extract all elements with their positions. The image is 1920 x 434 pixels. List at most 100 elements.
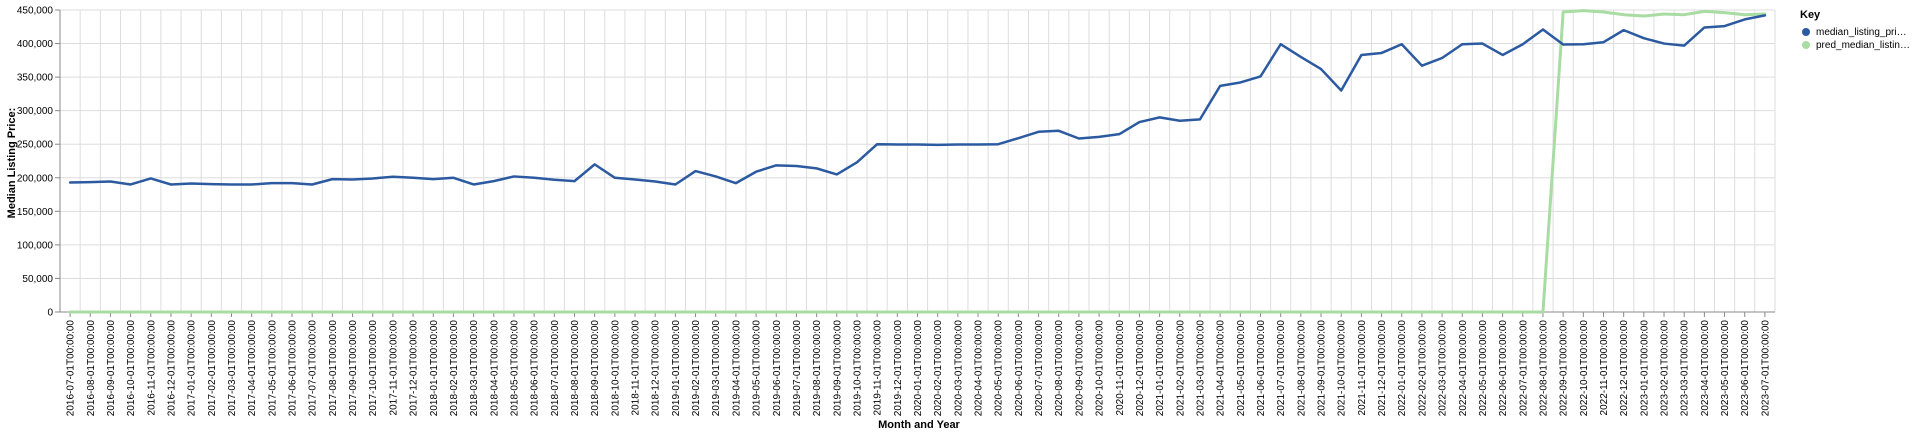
x-tick-label: 2017-05-01T00:00:00 — [267, 320, 278, 417]
x-tick-label: 2017-03-01T00:00:00 — [227, 320, 238, 417]
x-tick-label: 2020-09-01T00:00:00 — [1074, 320, 1085, 417]
x-tick-label: 2017-04-01T00:00:00 — [247, 320, 258, 417]
x-tick-label: 2018-09-01T00:00:00 — [590, 320, 601, 417]
x-tick-label: 2019-04-01T00:00:00 — [731, 320, 742, 417]
legend-label-median: median_listing_pri… — [1816, 27, 1907, 38]
x-tick-label: 2019-09-01T00:00:00 — [832, 320, 843, 417]
x-tick-label: 2020-04-01T00:00:00 — [974, 320, 985, 417]
x-tick-label: 2016-07-01T00:00:00 — [66, 320, 77, 417]
x-tick-label: 2016-11-01T00:00:00 — [146, 320, 157, 416]
x-tick-label: 2017-07-01T00:00:00 — [308, 320, 319, 417]
x-tick-label: 2019-02-01T00:00:00 — [691, 320, 702, 417]
x-tick-label: 2023-02-01T00:00:00 — [1660, 320, 1671, 417]
x-tick-label: 2018-02-01T00:00:00 — [449, 320, 460, 417]
x-tick-label: 2018-03-01T00:00:00 — [469, 320, 480, 417]
legend-title: Key — [1800, 9, 1821, 21]
x-tick-label: 2023-04-01T00:00:00 — [1700, 320, 1711, 417]
x-tick-label: 2019-12-01T00:00:00 — [893, 320, 904, 417]
x-tick-label: 2020-02-01T00:00:00 — [933, 320, 944, 417]
x-tick-label: 2022-10-01T00:00:00 — [1579, 320, 1590, 417]
x-tick-label: 2017-09-01T00:00:00 — [348, 320, 359, 417]
y-tick-label: 350,000 — [17, 73, 54, 84]
x-tick-label: 2018-11-01T00:00:00 — [631, 320, 642, 416]
x-tick-label: 2018-01-01T00:00:00 — [429, 320, 440, 417]
x-tick-label: 2019-10-01T00:00:00 — [852, 320, 863, 417]
y-tick-label: 100,000 — [17, 240, 54, 251]
legend-label-pred: pred_median_listin… — [1816, 40, 1910, 51]
x-tick-label: 2020-05-01T00:00:00 — [994, 320, 1005, 417]
x-tick-label: 2020-12-01T00:00:00 — [1135, 320, 1146, 417]
x-tick-label: 2021-10-01T00:00:00 — [1337, 320, 1348, 417]
x-tick-label: 2017-12-01T00:00:00 — [409, 320, 420, 417]
x-tick-label: 2022-01-01T00:00:00 — [1397, 320, 1408, 417]
legend: Key median_listing_pri… pred_median_list… — [1800, 9, 1910, 51]
x-tick-label: 2023-01-01T00:00:00 — [1639, 320, 1650, 417]
legend-swatch-median — [1802, 28, 1810, 36]
x-tick-label: 2017-06-01T00:00:00 — [288, 320, 299, 417]
x-tick-label: 2021-11-01T00:00:00 — [1357, 320, 1368, 416]
x-tick-label: 2017-10-01T00:00:00 — [368, 320, 379, 417]
x-axis: 2016-07-01T00:00:00 2016-08-01T00:00:00 20… — [60, 311, 1775, 417]
x-tick-label: 2019-08-01T00:00:00 — [812, 320, 823, 417]
x-tick-label: 2022-12-01T00:00:00 — [1619, 320, 1630, 417]
x-tick-label: 2016-12-01T00:00:00 — [166, 320, 177, 417]
x-tick-label: 2017-08-01T00:00:00 — [328, 320, 339, 417]
x-tick-label: 2022-06-01T00:00:00 — [1498, 320, 1509, 417]
x-tick-label: 2017-11-01T00:00:00 — [388, 320, 399, 416]
x-tick-label: 2022-04-01T00:00:00 — [1458, 320, 1469, 417]
x-tick-label: 2022-02-01T00:00:00 — [1417, 320, 1428, 417]
x-tick-label: 2021-12-01T00:00:00 — [1377, 320, 1388, 417]
x-tick-label: 2022-08-01T00:00:00 — [1538, 320, 1549, 417]
x-tick-label: 2021-06-01T00:00:00 — [1256, 320, 1267, 417]
x-tick-label: 2019-07-01T00:00:00 — [792, 320, 803, 417]
x-tick-label: 2021-03-01T00:00:00 — [1195, 320, 1206, 417]
x-tick-label: 2016-10-01T00:00:00 — [126, 320, 137, 417]
x-tick-label: 2018-06-01T00:00:00 — [530, 320, 541, 417]
x-tick-label: 2020-08-01T00:00:00 — [1054, 320, 1065, 417]
y-tick-label: 50,000 — [22, 274, 53, 285]
x-tick-label: 2023-06-01T00:00:00 — [1740, 320, 1751, 417]
grid — [59, 9, 1776, 313]
x-tick-label: 2017-02-01T00:00:00 — [207, 320, 218, 417]
series-line-pred-median-listing-price — [68, 9, 1767, 314]
x-tick-label: 2018-04-01T00:00:00 — [489, 320, 500, 417]
x-tick-label: 2022-11-01T00:00:00 — [1599, 320, 1610, 416]
y-tick-label: 450,000 — [17, 6, 54, 17]
x-tick-label: 2018-05-01T00:00:00 — [509, 320, 520, 417]
x-tick-label: 2023-03-01T00:00:00 — [1680, 320, 1691, 417]
series-layer — [68, 9, 1767, 314]
x-tick-label: 2020-03-01T00:00:00 — [953, 320, 964, 417]
x-tick-label: 2021-08-01T00:00:00 — [1296, 320, 1307, 417]
y-tick-label: 400,000 — [17, 39, 54, 50]
x-tick-label: 2022-07-01T00:00:00 — [1518, 320, 1529, 417]
x-tick-label: 2020-11-01T00:00:00 — [1115, 320, 1126, 416]
y-axis: 0 50,000 100,000 150,000 200,000 250,000 300,0… — [17, 6, 61, 319]
x-tick-label: 2023-05-01T00:00:00 — [1720, 320, 1731, 417]
x-tick-label: 2021-05-01T00:00:00 — [1236, 320, 1247, 417]
x-tick-label: 2021-01-01T00:00:00 — [1155, 320, 1166, 417]
x-tick-label: 2019-11-01T00:00:00 — [873, 320, 884, 416]
x-tick-label: 2022-03-01T00:00:00 — [1438, 320, 1449, 417]
y-axis-title: Median Listing Price: — [6, 108, 18, 219]
x-axis-title: Month and Year — [878, 419, 960, 431]
x-tick-label: 2018-07-01T00:00:00 — [550, 320, 561, 417]
x-tick-label: 2018-10-01T00:00:00 — [610, 320, 621, 417]
x-tick-label: 2021-04-01T00:00:00 — [1216, 320, 1227, 417]
x-tick-label: 2021-09-01T00:00:00 — [1317, 320, 1328, 417]
y-tick-label: 250,000 — [17, 140, 54, 151]
x-tick-label: 2020-10-01T00:00:00 — [1095, 320, 1106, 417]
x-tick-label: 2022-09-01T00:00:00 — [1559, 320, 1570, 417]
series-line-median-listing-price — [68, 14, 1767, 186]
x-tick-label: 2023-07-01T00:00:00 — [1760, 320, 1771, 417]
x-tick-label: 2021-02-01T00:00:00 — [1175, 320, 1186, 417]
x-tick-label: 2019-06-01T00:00:00 — [772, 320, 783, 417]
y-tick-label: 300,000 — [17, 106, 54, 117]
x-tick-label: 2016-09-01T00:00:00 — [106, 320, 117, 417]
x-tick-label: 2019-03-01T00:00:00 — [711, 320, 722, 417]
x-tick-label: 2018-08-01T00:00:00 — [570, 320, 581, 417]
x-tick-label: 2021-07-01T00:00:00 — [1276, 320, 1287, 417]
y-tick-label: 200,000 — [17, 173, 54, 184]
x-tick-label: 2020-01-01T00:00:00 — [913, 320, 924, 417]
legend-swatch-pred — [1802, 41, 1810, 49]
